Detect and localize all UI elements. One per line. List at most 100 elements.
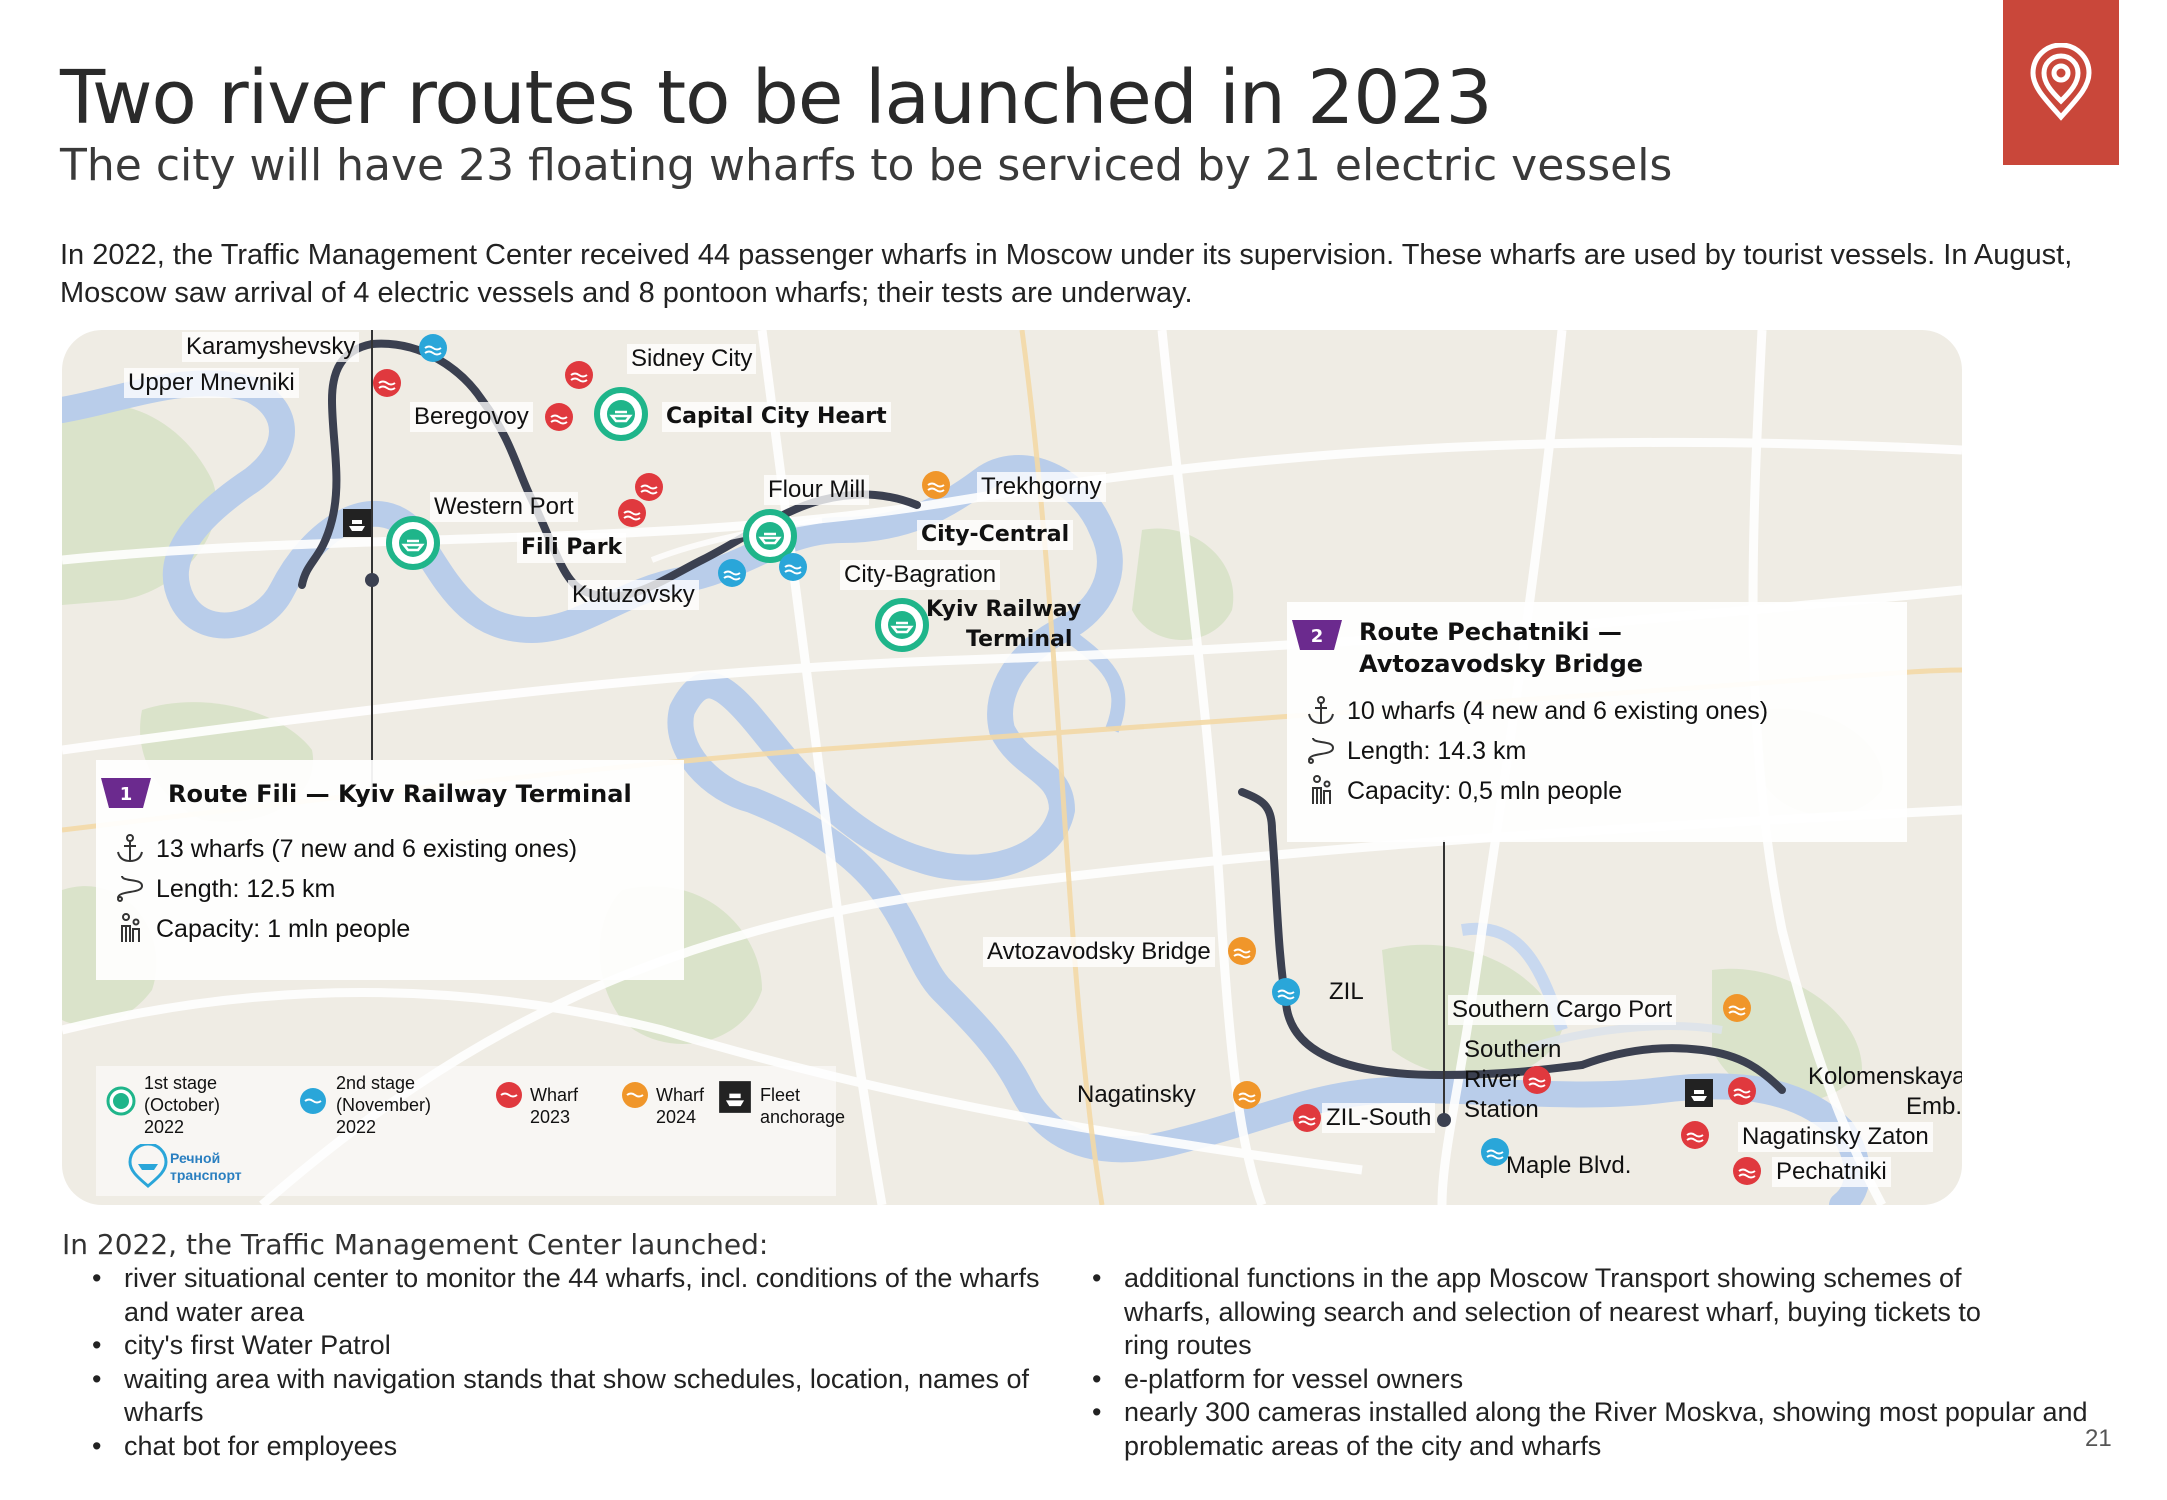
legend-wharf-2024: Wharf 2024: [656, 1085, 705, 1127]
page-subtitle: The city will have 23 floating wharfs to…: [60, 140, 1673, 191]
wharf-label: Upper Mnevniki: [124, 368, 299, 398]
route1-capacity: Capacity: 1 mln people: [156, 915, 411, 943]
list-item: chat bot for employees: [62, 1430, 1072, 1464]
map-legend: 1st stage (October) 2022 2nd stage (Novembe…: [96, 1066, 845, 1196]
route-length-icon: [1308, 737, 1335, 764]
wharf-label: Sidney City: [627, 344, 757, 374]
wharf-2023-icon: [1293, 1104, 1321, 1132]
section-title: In 2022, the Traffic Management Center l…: [62, 1228, 769, 1261]
wharf-2023-legend-icon: [496, 1082, 522, 1108]
wharf-label: Kolomenskaya: [1808, 1063, 1962, 1090]
legend-stage2: 2nd stage (November) 2022: [336, 1073, 432, 1137]
wharf-label: Beregovoy: [410, 402, 533, 432]
route2-wharfs: 10 wharfs (4 new and 6 existing ones): [1347, 697, 1769, 725]
wharf-2024-icon: [922, 471, 950, 499]
river-transport-brand: Речной транспорт: [170, 1150, 242, 1183]
river-transport-logo-icon: [128, 1144, 168, 1188]
wharf-2024-legend-icon: [622, 1082, 648, 1108]
route1-badge: 1: [101, 778, 151, 808]
wharf-2023-icon: [1733, 1157, 1761, 1185]
route-length-icon: [117, 875, 144, 902]
wharf-label: Capital City Heart: [662, 402, 891, 432]
route2-capacity: Capacity: 0,5 mln people: [1347, 777, 1623, 805]
wharf-label: Pechatniki: [1772, 1157, 1891, 1187]
wharf-label: Trekhgorny: [977, 472, 1106, 502]
wharf-2024-icon: [1228, 937, 1256, 965]
wharf-2023-icon: [618, 499, 646, 527]
page-number: 21: [2085, 1425, 2112, 1452]
wharf-label: ZIL: [1329, 978, 1364, 1005]
page-title: Two river routes to be launched in 2023: [60, 55, 1493, 141]
wharf-label: ZIL-South: [1322, 1103, 1436, 1133]
stage2-wharf-icon: [1481, 1138, 1509, 1166]
stage1-wharf-icon: [386, 516, 440, 570]
location-pin-icon: [2030, 42, 2092, 121]
stage2-wharf-icon: [419, 334, 447, 362]
legend-stage1: 1st stage (October) 2022: [144, 1073, 221, 1137]
wharf-2023-icon: [1728, 1077, 1756, 1105]
list-item: e-platform for vessel owners: [1062, 1363, 2122, 1397]
stage1-wharf-icon: [875, 598, 929, 652]
route1-title: Route Fili — Kyiv Railway Terminal: [168, 780, 632, 808]
stage2-wharf-icon: [779, 553, 807, 581]
people-icon: [1312, 775, 1331, 804]
wharf-2024-icon: [1723, 994, 1751, 1022]
route1-card: 1 Route Fili — Kyiv Railway Terminal 13 …: [96, 760, 684, 980]
wharf-2023-icon: [1681, 1121, 1709, 1149]
stage2-wharf-icon: [1272, 978, 1300, 1006]
wharf-label: Southern River Station: [1464, 1036, 1562, 1123]
map: Karamyshevsky Upper Mnevniki Sidney City…: [62, 330, 1962, 1205]
wharf-label: Maple Blvd.: [1506, 1152, 1632, 1179]
fleet-anchorage-icon: [343, 509, 371, 537]
stage1-wharf-icon: [594, 387, 648, 441]
route2-title-line1: Route Pechatniki —: [1359, 618, 1622, 646]
wharf-2023-icon: [1523, 1066, 1551, 1094]
wharf-label: Terminal: [966, 627, 1073, 652]
svg-text:1: 1: [120, 784, 133, 805]
wharf-label: City-Central: [917, 520, 1074, 550]
wharf-label: Flour Mill: [764, 475, 870, 505]
stage2-wharf-icon: [718, 559, 746, 587]
route2-badge: 2: [1292, 620, 1342, 650]
wharf-2023-icon: [545, 403, 573, 431]
wharf-label: City-Bagration: [840, 560, 1001, 590]
wharf-label: Emb.: [1906, 1093, 1962, 1120]
wharf-label: Fili Park: [517, 533, 627, 563]
right-bullet-list: additional functions in the app Moscow T…: [1062, 1262, 2122, 1463]
legend-wharf-2023: Wharf 2023: [530, 1085, 579, 1127]
list-item: city's first Water Patrol: [62, 1329, 1072, 1363]
route2-length: Length: 14.3 km: [1347, 737, 1527, 765]
route2-card: 2 Route Pechatniki — Avtozavodsky Bridge…: [1287, 602, 1907, 842]
wharf-2023-icon: [373, 369, 401, 397]
list-item: additional functions in the app Moscow T…: [1062, 1262, 2004, 1363]
stage2-legend-icon: [300, 1088, 326, 1114]
wharf-label: Nagatinsky: [1077, 1081, 1196, 1108]
fleet-anchorage-legend-icon: [719, 1081, 751, 1113]
fleet-anchorage-icon: [1685, 1079, 1713, 1107]
route1-wharfs: 13 wharfs (7 new and 6 existing ones): [156, 835, 578, 863]
route1-length: Length: 12.5 km: [156, 875, 336, 903]
intro-text: In 2022, the Traffic Management Center r…: [60, 239, 2073, 309]
route2-title-line2: Avtozavodsky Bridge: [1359, 650, 1644, 678]
legend-fleet-anchorage: Fleet anchorage: [760, 1085, 846, 1127]
anchor-icon: [117, 834, 143, 863]
list-item: river situational center to monitor the …: [62, 1262, 1072, 1329]
svg-text:2: 2: [1311, 626, 1324, 647]
wharf-2023-icon: [565, 361, 593, 389]
list-item: waiting area with navigation stands that…: [62, 1363, 1072, 1430]
left-bullet-list: river situational center to monitor the …: [62, 1262, 1072, 1463]
stage1-legend-icon: [106, 1086, 136, 1116]
wharf-label: Western Port: [430, 492, 578, 522]
wharf-label: Karamyshevsky: [182, 332, 360, 362]
logo: [2003, 0, 2119, 165]
people-icon: [121, 913, 140, 942]
wharf-label: Kutuzovsky: [568, 580, 699, 610]
wharf-2024-icon: [1233, 1081, 1261, 1109]
anchor-icon: [1308, 696, 1334, 725]
wharf-label: Nagatinsky Zaton: [1738, 1122, 1933, 1152]
wharf-label: Southern Cargo Port: [1448, 995, 1677, 1025]
stage1-wharf-icon: [743, 509, 797, 563]
wharf-label: Kyiv Railway: [926, 597, 1082, 622]
list-item: nearly 300 cameras installed along the R…: [1062, 1396, 2122, 1463]
wharf-2023-icon: [635, 473, 663, 501]
